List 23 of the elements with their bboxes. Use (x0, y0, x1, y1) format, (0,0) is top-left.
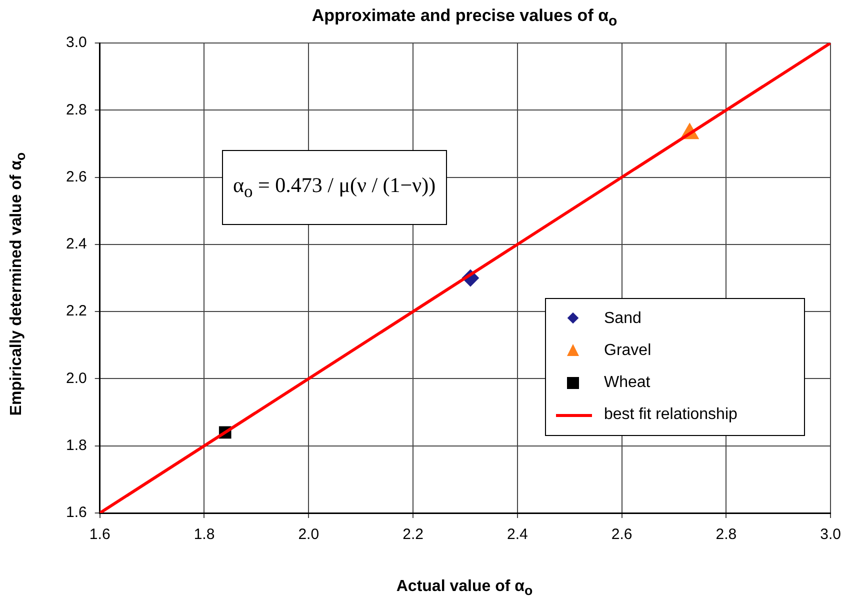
legend-label: Sand (604, 310, 642, 328)
chart-title: Approximate and precise values of α$_{o}$ (310, 6, 618, 30)
x-tick-label: 2.8 (716, 526, 737, 544)
annotation: α$_{o}$ = 0.473 / μ(ν / (1−ν)) (222, 150, 447, 226)
y-tick-label: 1.6 (66, 504, 87, 522)
x-tick-label: 3.0 (820, 526, 842, 544)
x-tick-label: 2.6 (611, 526, 632, 544)
x-tick-label: 1.6 (89, 526, 110, 544)
y-tick-label: 2.0 (66, 370, 87, 387)
y-tick-label: 2.2 (66, 302, 87, 320)
legend-label: Gravel (604, 342, 652, 360)
x-tick-label: 2.4 (506, 526, 528, 544)
y-tick-label: 1.8 (66, 437, 87, 454)
y-tick-label: 2.4 (66, 236, 87, 253)
legend-label: Wheat (604, 374, 650, 392)
y-tick-label: 3.0 (66, 34, 87, 52)
x-tick-label: 2.2 (402, 526, 424, 544)
y-tick-label: 2.8 (66, 101, 87, 118)
legend-label: best fit relationship (604, 406, 738, 424)
x-axis-title: Actual value of α$_{o}$ (395, 578, 534, 598)
y-tick-label: 2.6 (66, 168, 87, 186)
x-tick-label: 2.0 (298, 526, 320, 544)
x-tick-label: 1.8 (194, 526, 215, 544)
